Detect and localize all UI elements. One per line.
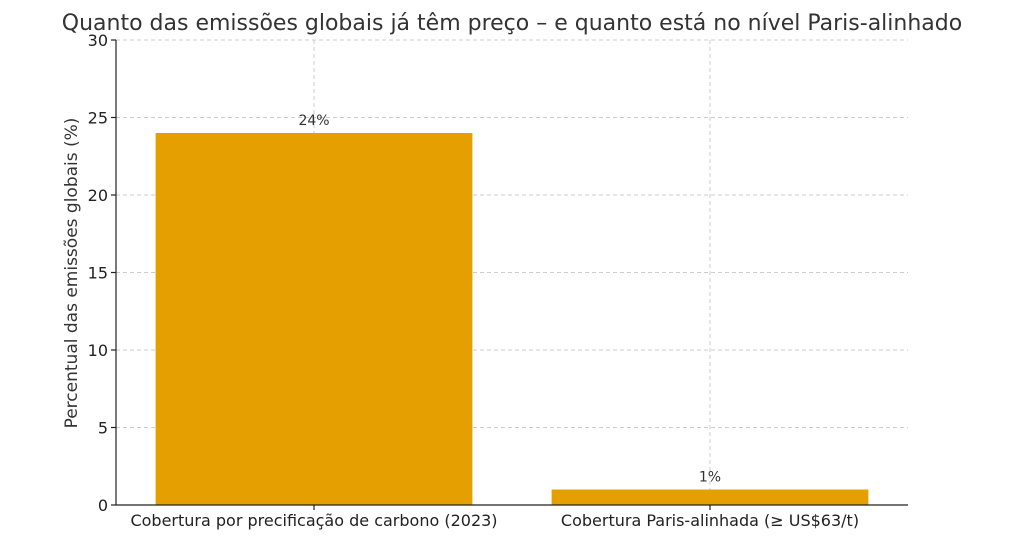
y-tick-label: 15 (88, 264, 108, 283)
bar (551, 489, 869, 505)
y-axis-label: Percentual das emissões globais (%) (62, 118, 82, 429)
y-tick-label: 30 (88, 31, 108, 50)
bars-layer (155, 133, 869, 505)
y-tick-label: 20 (88, 186, 108, 205)
data-label: 24% (298, 113, 329, 129)
labels-layer: 0 5 10 15 20 25 30 Cobertura por precificação d… (88, 31, 859, 530)
data-label: 1% (699, 470, 721, 486)
x-tick-label: Cobertura por precificação de carbono (2… (130, 511, 497, 530)
y-tick-label: 0 (98, 496, 108, 515)
x-tick-label: Cobertura Paris-alinhada (≥ US$63/t) (561, 511, 859, 530)
bar (155, 133, 473, 505)
y-tick-label: 25 (88, 109, 108, 128)
axes-layer (111, 39, 908, 510)
chart-title: Quanto das emissões globais já têm preço… (62, 11, 962, 36)
y-tick-label: 5 (98, 419, 108, 438)
y-tick-label: 10 (88, 341, 108, 360)
